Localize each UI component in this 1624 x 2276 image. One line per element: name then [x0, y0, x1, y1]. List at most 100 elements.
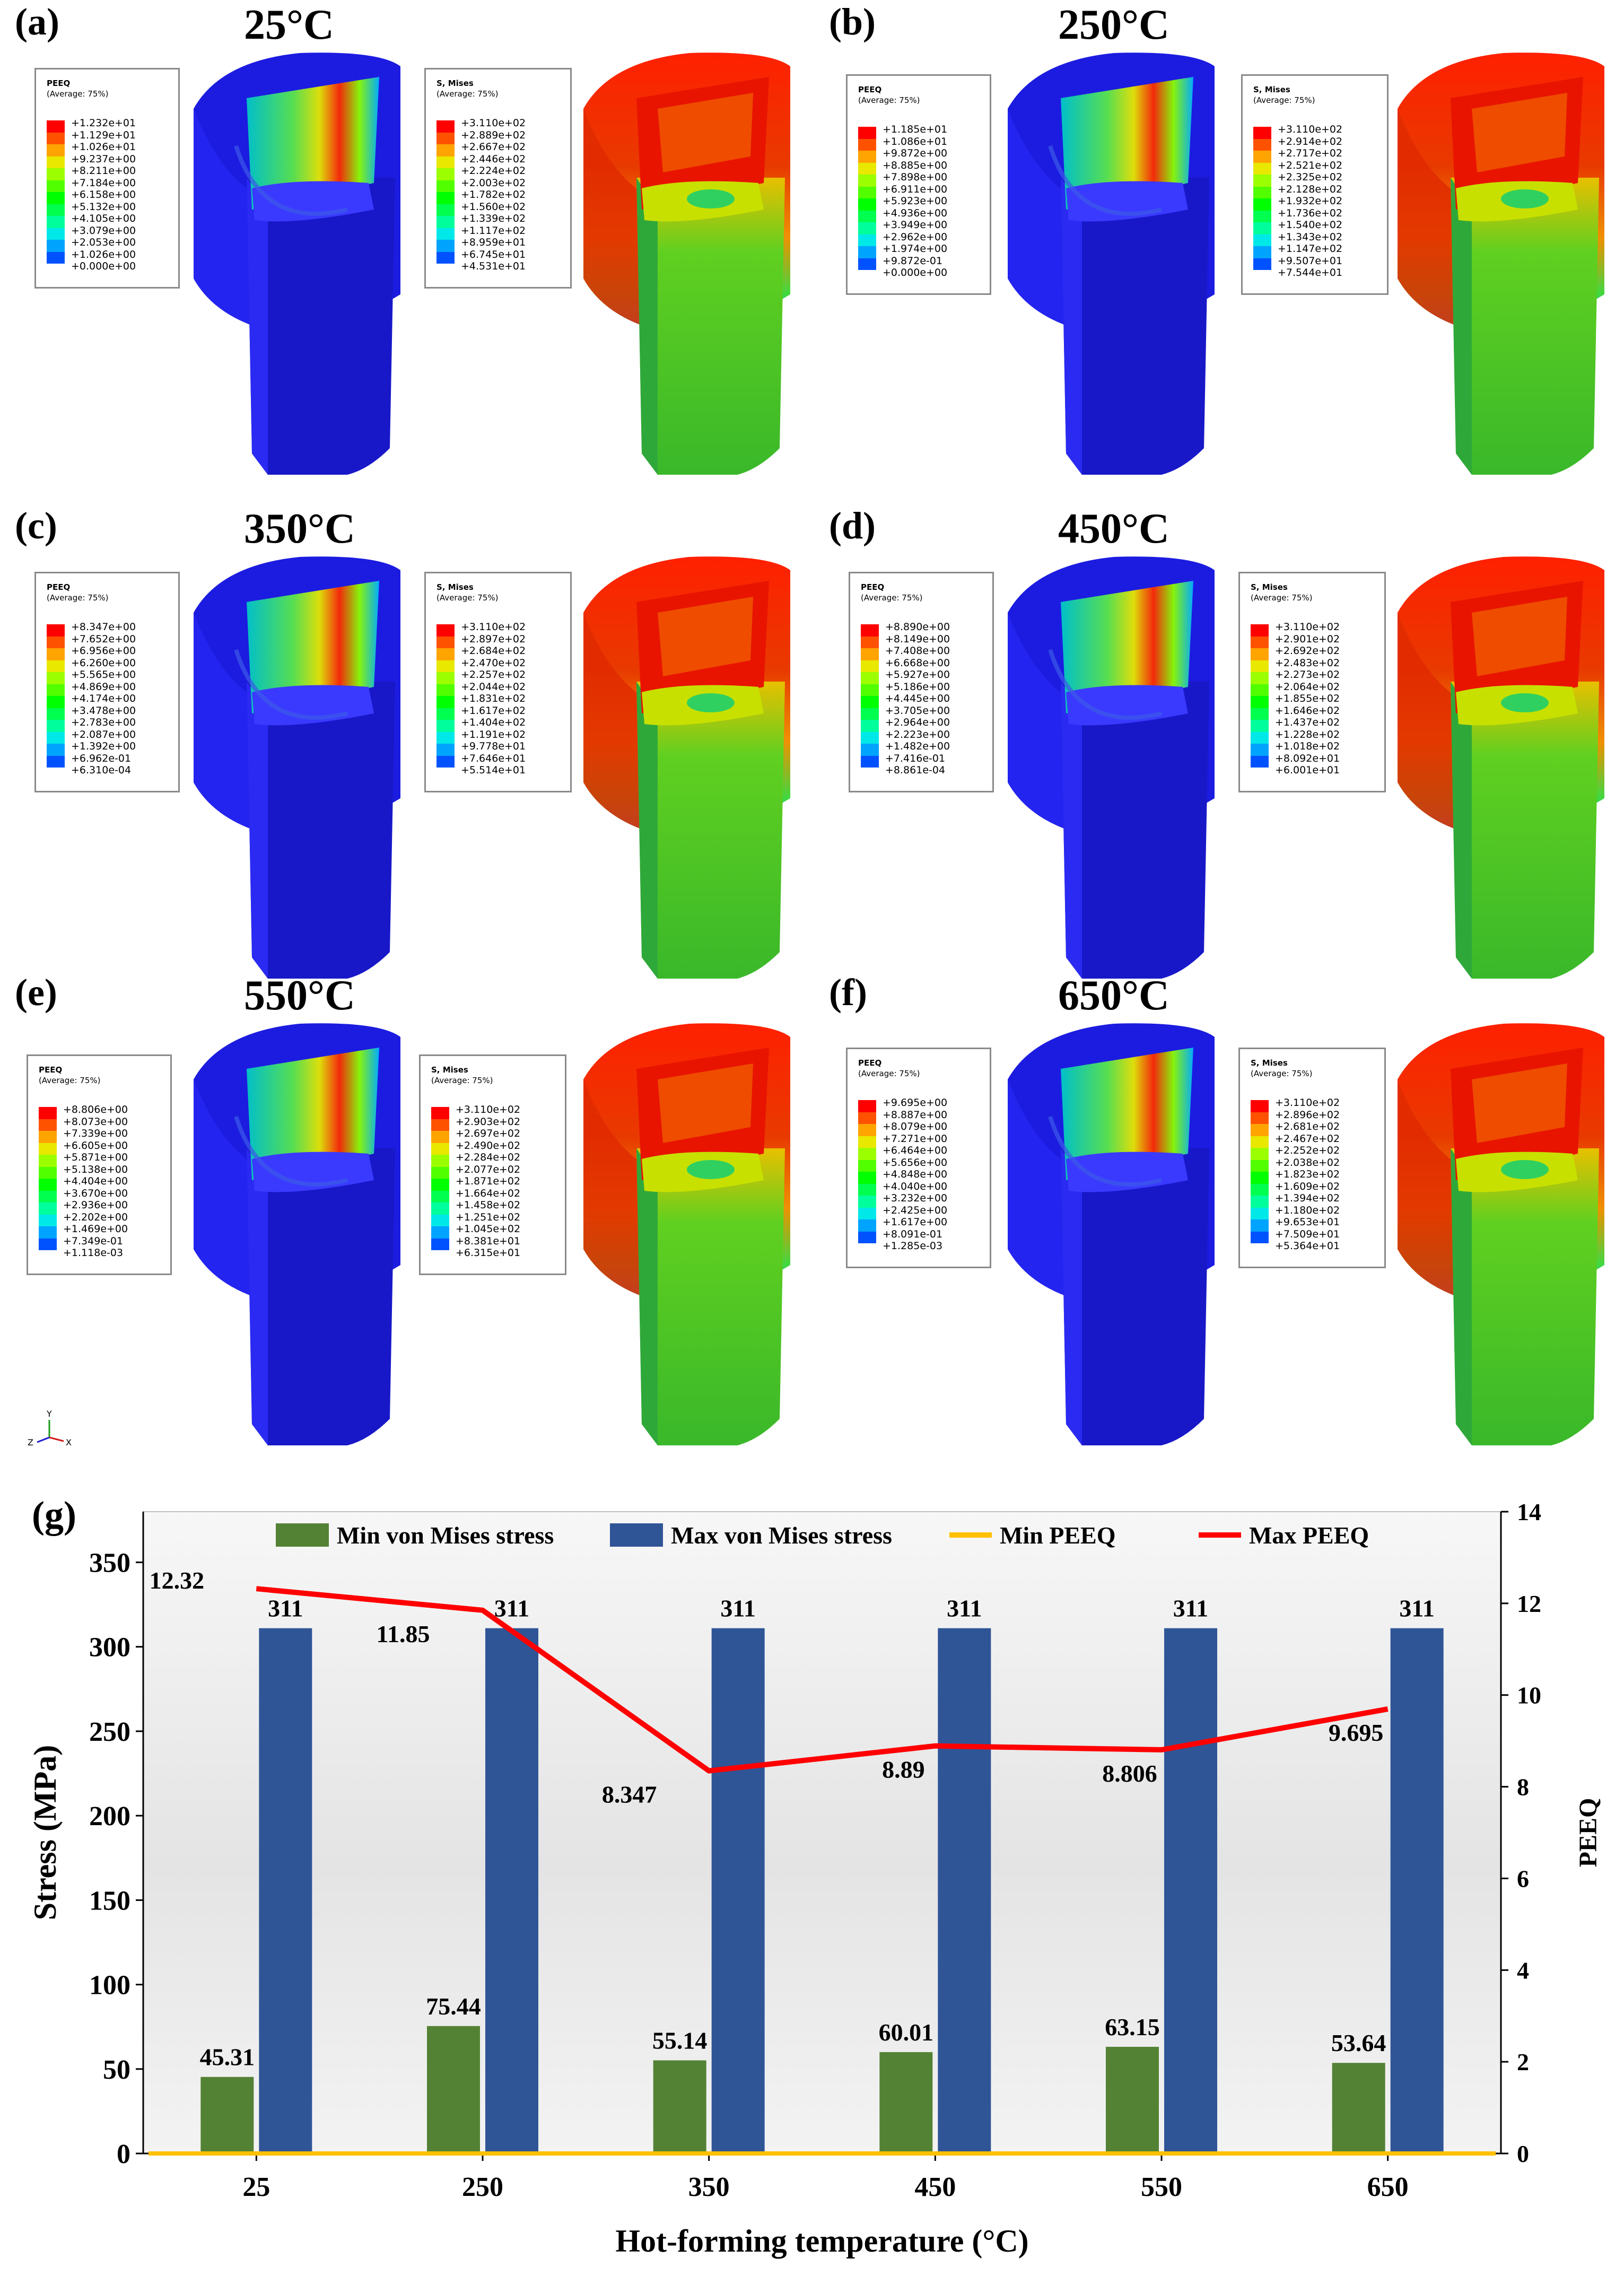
- x-axis-title: Hot-forming temperature (°C): [615, 2223, 1028, 2258]
- legend-value: +2.914e+02: [1278, 135, 1343, 147]
- legend-swatch: [1253, 186, 1271, 198]
- peeq-legend: PEEQ (Average: 75%) +8.806e+00 +8.073e+00 +7…: [27, 1054, 172, 1275]
- legend-value: +0.000e+00: [883, 267, 948, 278]
- legend-value: +1.339e+02: [461, 213, 526, 224]
- legend-colorbar: [1251, 624, 1269, 768]
- legend-values: +3.110e+02 +2.897e+02 +2.684e+02 +2.470e+02…: [461, 621, 526, 777]
- legend-value: +1.823e+02: [1275, 1168, 1340, 1180]
- legend-swatch: [858, 1207, 876, 1219]
- legend-swatch: [1251, 1159, 1269, 1172]
- legend-value: +7.184e+00: [71, 177, 136, 189]
- y-tick-label: 50: [103, 2055, 130, 2085]
- legend-swatch: [436, 228, 455, 240]
- legend-value: +1.232e+01: [71, 117, 136, 129]
- peeq-legend-title: PEEQ (Average: 75%): [858, 84, 920, 106]
- legend-value: +7.646e+01: [461, 752, 526, 764]
- mises-contour-model: [1392, 554, 1620, 981]
- legend-value: +2.697e+02: [456, 1128, 521, 1139]
- legend-value: +1.458e+02: [456, 1199, 521, 1211]
- legend-value: +2.467e+02: [1275, 1132, 1340, 1145]
- legend-value: +5.364e+01: [1275, 1240, 1340, 1252]
- legend-value: +6.956e+00: [71, 645, 136, 657]
- legend-variable: PEEQ: [47, 582, 71, 592]
- legend-value: +3.110e+02: [461, 117, 526, 129]
- legend-colorbar: [1253, 127, 1271, 270]
- chart-g: (g) 0 50 100 150 200 250 300 350 0 2 4 6 8 10 12 14 45.31…: [0, 1490, 1624, 2273]
- legend-value: +2.483e+02: [1275, 657, 1340, 669]
- legend-value: +9.778e+01: [461, 740, 526, 752]
- bar-min-data-label: 45.31: [200, 2044, 255, 2071]
- legend-value: +9.872e-01: [883, 255, 943, 267]
- bar-max-data-label: 311: [720, 1595, 755, 1622]
- y-tick-label: 200: [89, 1801, 130, 1832]
- legend-swatch: [436, 204, 455, 216]
- legend-variable: S, Mises: [431, 1065, 468, 1075]
- legend-swatch: [436, 648, 455, 660]
- legend-value: +3.705e+00: [885, 704, 950, 717]
- legend-swatch: [47, 120, 65, 133]
- legend-swatch: [1251, 1207, 1269, 1219]
- legend-value: +7.509e+01: [1275, 1228, 1340, 1240]
- legend-value: +8.347e+00: [71, 621, 136, 633]
- max-peeq-data-label: 8.89: [882, 1756, 925, 1783]
- legend-label: Max von Mises stress: [671, 1522, 892, 1549]
- legend-swatch: [1253, 138, 1271, 151]
- bar-min-data-label: 53.64: [1331, 2029, 1386, 2056]
- legend-value: +8.861e-04: [885, 764, 946, 776]
- legend-value: +8.887e+00: [883, 1109, 948, 1121]
- legend-value: +1.871e+02: [456, 1175, 521, 1187]
- legend-values: +1.232e+01 +1.129e+01 +1.026e+01 +9.237e+00…: [71, 117, 136, 273]
- legend-swatch: [1253, 151, 1271, 163]
- y2-tick-label: 12: [1517, 1590, 1541, 1617]
- legend-swatch: [47, 168, 65, 180]
- max-peeq-data-label: 8.806: [1102, 1760, 1157, 1787]
- legend-swatch: [858, 234, 876, 246]
- legend-value: +1.026e+00: [71, 248, 136, 260]
- legend-colorbar: [47, 120, 65, 264]
- legend-value: +1.228e+02: [1275, 728, 1340, 740]
- peeq-legend: PEEQ (Average: 75%) +1.232e+01 +1.129e+01 +1…: [34, 68, 180, 289]
- bar-min-von-mises: [653, 2060, 706, 2153]
- legend-value: +6.001e+01: [1275, 764, 1340, 776]
- legend-swatch: [858, 210, 876, 222]
- legend-swatch: [436, 180, 455, 192]
- legend-value: +4.105e+00: [71, 213, 136, 224]
- legend-swatch: [47, 696, 65, 708]
- peeq-contour-model: [188, 50, 416, 477]
- legend-value: +2.903e+02: [456, 1115, 521, 1128]
- legend-colorbar: [858, 127, 876, 270]
- legend-value: +1.617e+00: [883, 1216, 948, 1228]
- legend-value: +1.343e+02: [1278, 231, 1343, 243]
- legend-swatch: [431, 1226, 449, 1239]
- legend-swatch: [858, 1124, 876, 1136]
- panel-label: (b): [829, 1, 876, 43]
- peeq-legend: PEEQ (Average: 75%) +1.185e+01 +1.086e+01 +9…: [846, 74, 991, 295]
- legend-value: +1.782e+02: [461, 189, 526, 200]
- legend-colorbar: [436, 624, 455, 768]
- legend-swatch: [1253, 210, 1271, 222]
- legend-swatch: [431, 1107, 449, 1119]
- legend-value: +1.018e+02: [1275, 740, 1340, 752]
- legend-value: +2.490e+02: [456, 1139, 521, 1152]
- legend-variable: PEEQ: [858, 85, 882, 94]
- legend-value: +2.684e+02: [461, 645, 526, 657]
- panel-temperature: 350°C: [244, 505, 355, 552]
- legend-value: +1.437e+02: [1275, 717, 1340, 728]
- legend-swatch: [1251, 1148, 1269, 1160]
- legend-averaging: (Average: 75%): [861, 593, 923, 603]
- legend-value: +7.544e+01: [1278, 267, 1343, 278]
- mises-legend: S, Mises (Average: 75%) +3.110e+02 +2.903e+…: [419, 1054, 566, 1275]
- legend-value: +3.949e+00: [883, 219, 948, 231]
- legend-value: +4.848e+00: [883, 1168, 948, 1180]
- legend-value: +1.560e+02: [461, 200, 526, 213]
- legend-swatch: [1251, 1100, 1269, 1112]
- contour-panel: (a) 25°C PEEQ (Average: 75%) +1.232e+01 +1.12…: [11, 0, 806, 477]
- bar-min-von-mises: [1106, 2046, 1159, 2153]
- legend-value: +2.667e+02: [461, 141, 526, 153]
- bar-max-von-mises: [259, 1628, 312, 2153]
- y-tick-label: 100: [89, 1970, 130, 2001]
- legend-swatch: [47, 144, 65, 156]
- legend-value: +1.191e+02: [461, 728, 526, 740]
- mises-legend: S, Mises (Average: 75%) +3.110e+02 +2.897e+…: [424, 572, 572, 792]
- legend-value: +7.416e-01: [885, 752, 946, 764]
